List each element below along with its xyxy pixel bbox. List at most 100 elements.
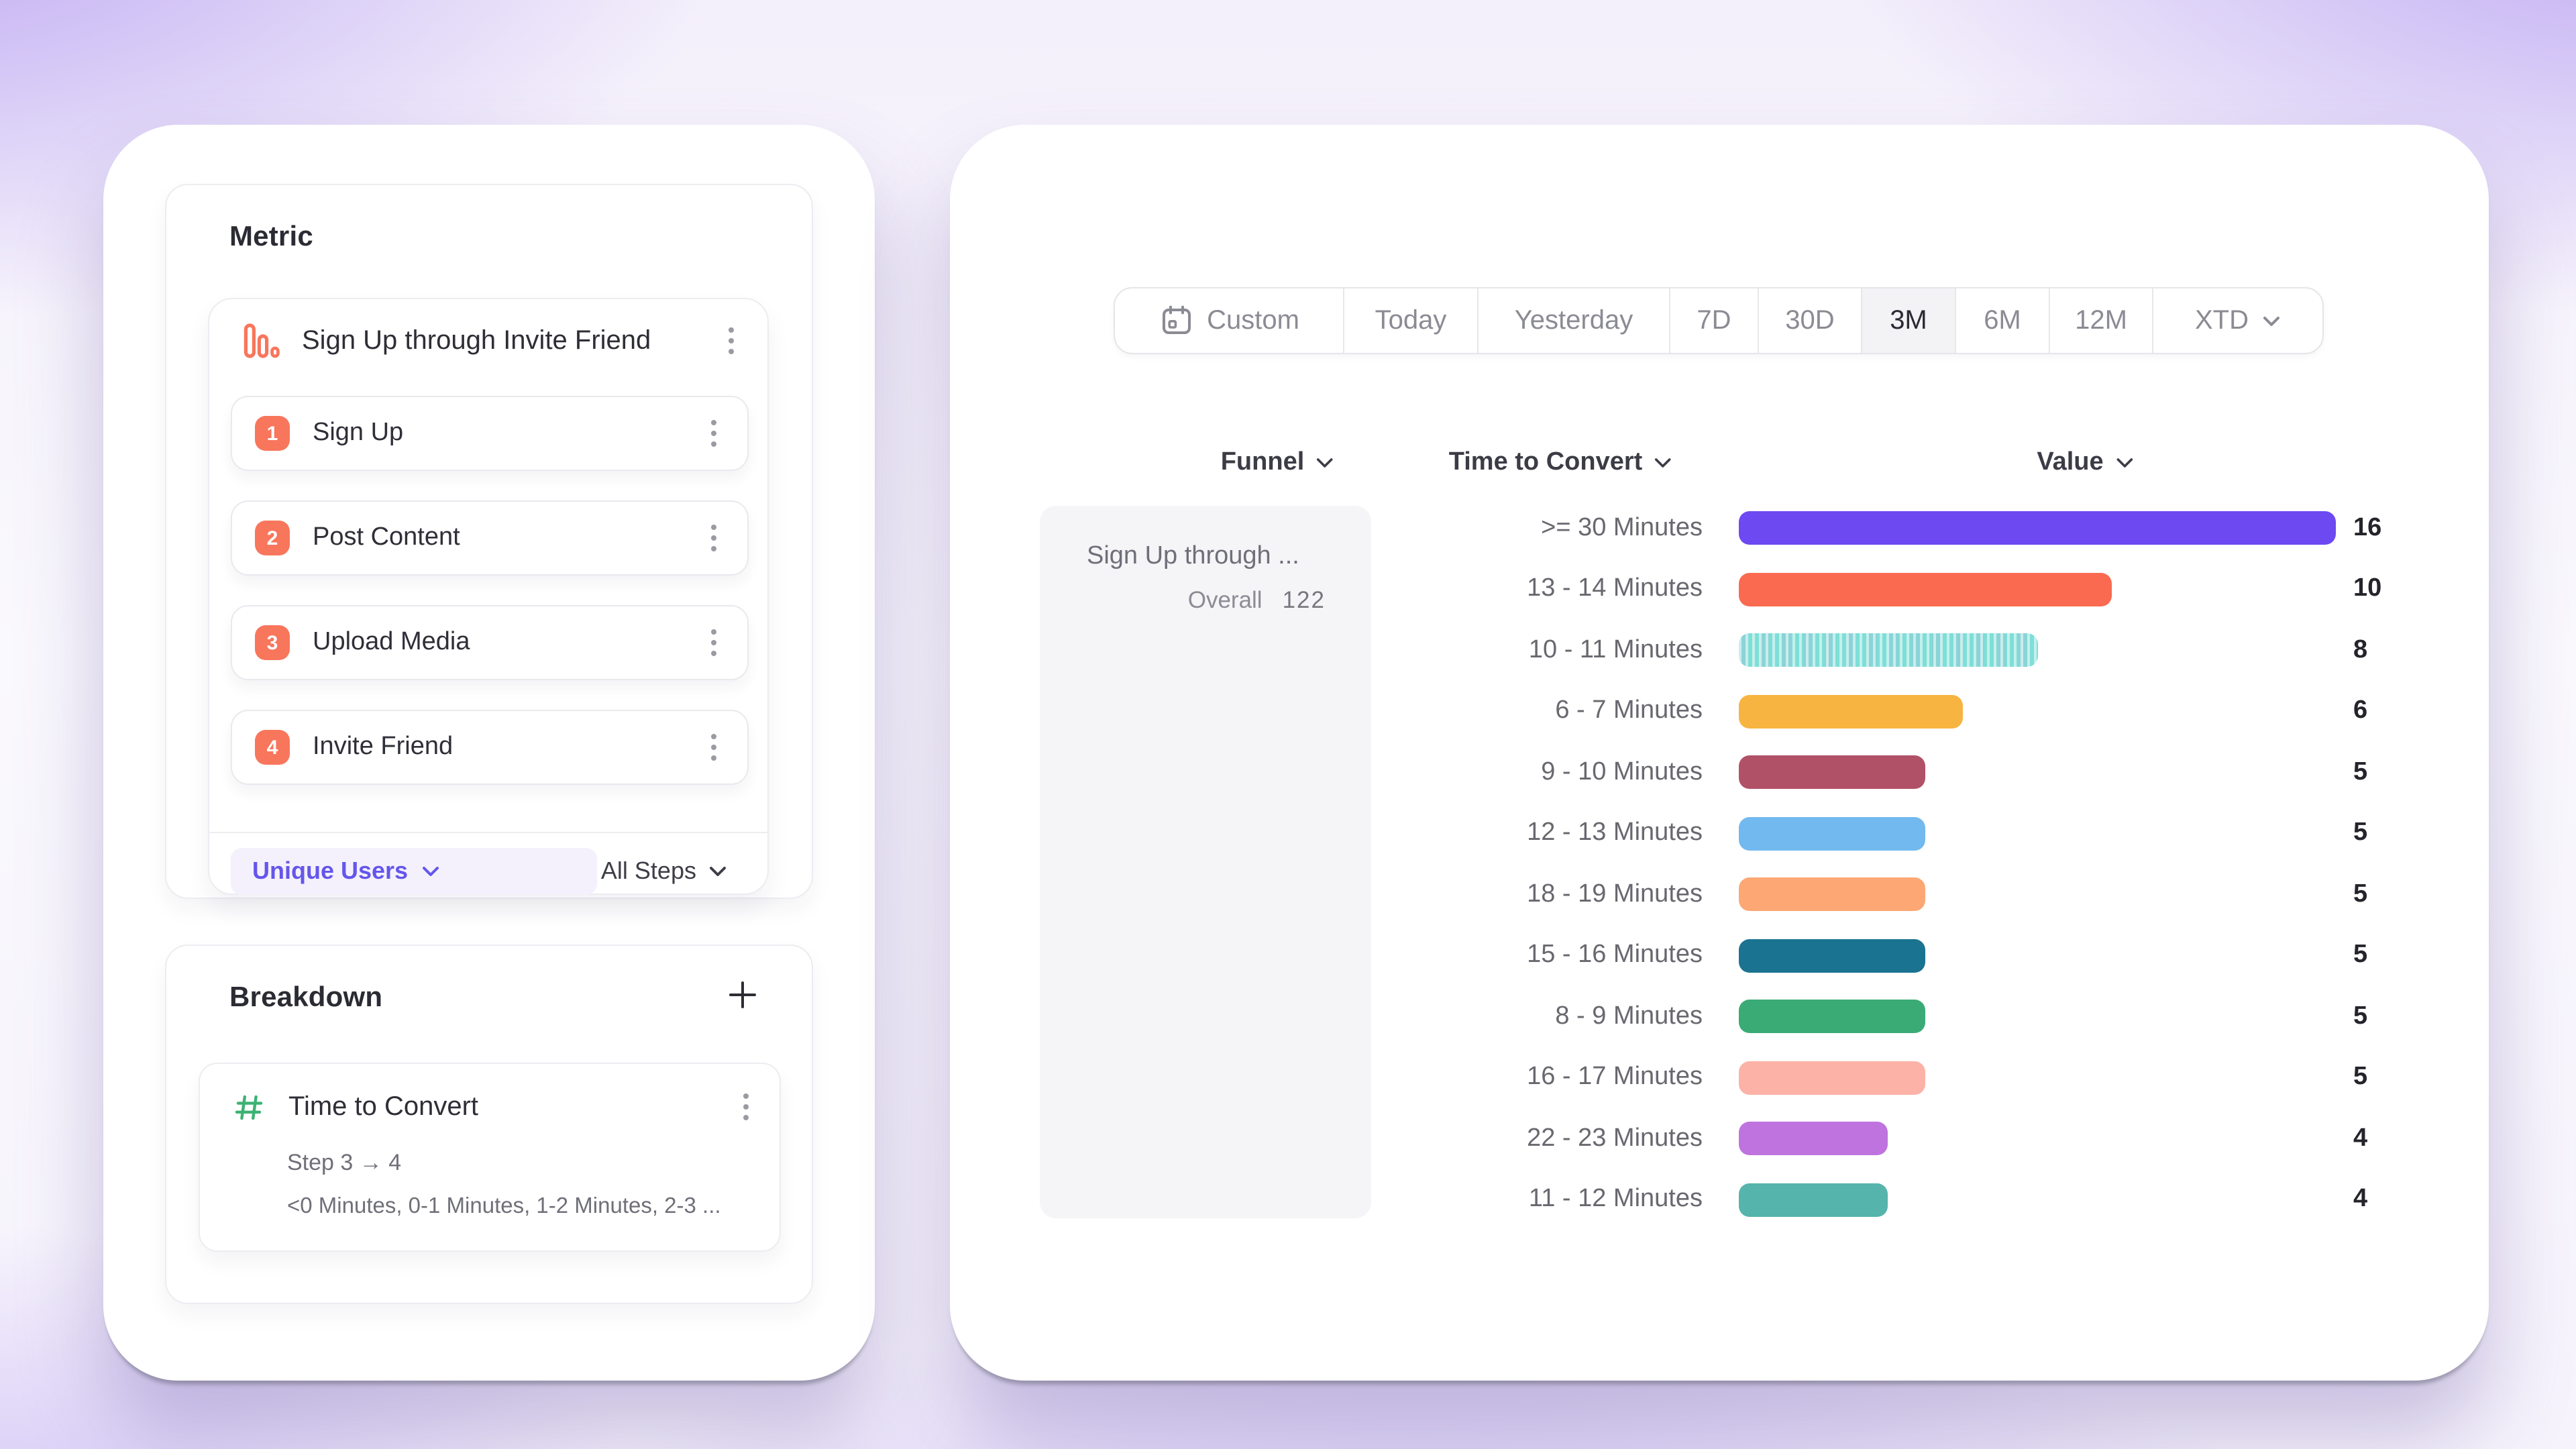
breakdown-step-range: Step 3 → 4 <box>287 1150 402 1175</box>
date-tab-label: Yesterday <box>1514 305 1633 335</box>
bar-track <box>1739 511 2336 545</box>
steps-filter-dropdown[interactable]: All Steps <box>601 857 727 885</box>
date-tab-custom[interactable]: Custom <box>1115 288 1343 353</box>
value-bar[interactable] <box>1739 694 1963 729</box>
breakdown-item[interactable]: Time to Convert Step 3 → 4 <0 Minutes, 0… <box>199 1063 781 1252</box>
metric-section: Metric Sign Up through Invite Friend 1 Si… <box>165 184 813 899</box>
value-bar[interactable] <box>1739 633 2038 667</box>
funnel-overall-row: Overall 122 <box>1087 586 1326 614</box>
breakdown-bar-row[interactable]: 16 - 17 Minutes 5 <box>1379 1047 2381 1108</box>
date-tab-yesterday[interactable]: Yesterday <box>1477 288 1669 353</box>
chevron-down-icon <box>2263 316 2279 325</box>
bar-track <box>1739 755 2336 790</box>
value-bar[interactable] <box>1739 1000 1925 1034</box>
breakdown-section: Breakdown Time to Convert Step 3 → 4 <box>165 945 813 1304</box>
step-label: Post Content <box>313 523 460 551</box>
bucket-label: 9 - 10 Minutes <box>1541 757 1703 786</box>
chevron-down-icon <box>1317 458 1334 468</box>
breakdown-bar-row[interactable]: >= 30 Minutes 16 <box>1379 498 2381 559</box>
calendar-icon <box>1162 305 1191 334</box>
date-tab-today[interactable]: Today <box>1343 288 1477 353</box>
breakdown-bar-row[interactable]: 6 - 7 Minutes 6 <box>1379 681 2381 742</box>
breakdown-bar-list: >= 30 Minutes 16 13 - 14 Minutes 10 10 - 11 … <box>1379 498 2381 1230</box>
bar-track <box>1739 1000 2336 1034</box>
value-bar[interactable] <box>1739 877 1925 912</box>
kebab-menu-icon[interactable] <box>702 412 726 455</box>
date-tab-label: 6M <box>1984 305 2021 335</box>
bar-track <box>1739 1122 2336 1156</box>
step-label: Upload Media <box>313 628 470 656</box>
value-bar[interactable] <box>1739 938 1925 973</box>
overall-value: 122 <box>1282 586 1326 613</box>
funnel-summary-cell[interactable]: Sign Up through ... Overall 122 <box>1040 506 1371 1218</box>
breakdown-bar-row[interactable]: 8 - 9 Minutes 5 <box>1379 986 2381 1047</box>
measurement-dropdown[interactable]: Unique Users <box>231 848 597 895</box>
date-tab-30d[interactable]: 30D <box>1758 288 1861 353</box>
breakdown-property-name: Time to Convert <box>288 1091 479 1121</box>
funnel-step-row[interactable]: 2 Post Content <box>231 500 749 576</box>
date-tab-3m[interactable]: 3M <box>1861 288 1955 353</box>
bar-track <box>1739 633 2336 667</box>
bucket-label: 15 - 16 Minutes <box>1527 941 1703 969</box>
bar-value: 10 <box>2353 574 2382 603</box>
breakdown-bar-row[interactable]: 10 - 11 Minutes 8 <box>1379 620 2381 681</box>
value-bar[interactable] <box>1739 1183 1888 1217</box>
bar-value: 16 <box>2353 513 2382 542</box>
date-tab-6m[interactable]: 6M <box>1955 288 2049 353</box>
funnel-metric-row[interactable]: Sign Up through Invite Friend <box>241 313 743 369</box>
divider <box>209 832 767 833</box>
breakdown-bar-row[interactable]: 9 - 10 Minutes 5 <box>1379 742 2381 803</box>
date-tab-label: 7D <box>1697 305 1731 335</box>
breakdown-bar-row[interactable]: 13 - 14 Minutes 10 <box>1379 559 2381 620</box>
breakdown-bar-row[interactable]: 18 - 19 Minutes 5 <box>1379 864 2381 925</box>
column-header-funnel[interactable]: Funnel <box>1221 448 1334 478</box>
value-bar[interactable] <box>1739 1122 1888 1156</box>
date-tab-7d[interactable]: 7D <box>1669 288 1758 353</box>
kebab-menu-icon[interactable] <box>719 319 743 362</box>
value-bar[interactable] <box>1739 816 1925 851</box>
report-panel: Custom Today Yesterday 7D 30D 3M 6M 12M XTD Funn… <box>950 125 2489 1381</box>
bar-value: 4 <box>2353 1185 2368 1214</box>
breakdown-bar-row[interactable]: 22 - 23 Minutes 4 <box>1379 1108 2381 1169</box>
funnel-steps-list: 1 Sign Up 2 Post Content 3 Upload Media 4 Invit… <box>231 396 749 814</box>
kebab-menu-icon[interactable] <box>702 621 726 664</box>
step-number-badge: 1 <box>255 416 290 451</box>
funnel-step-row[interactable]: 4 Invite Friend <box>231 710 749 785</box>
kebab-menu-icon[interactable] <box>734 1085 758 1128</box>
overall-label: Overall <box>1187 586 1263 613</box>
date-tab-12m[interactable]: 12M <box>2049 288 2152 353</box>
bucket-label: >= 30 Minutes <box>1541 513 1703 542</box>
kebab-menu-icon[interactable] <box>702 517 726 559</box>
breakdown-bar-row[interactable]: 12 - 13 Minutes 5 <box>1379 803 2381 864</box>
breakdown-buckets: <0 Minutes, 0-1 Minutes, 1-2 Minutes, 2-… <box>287 1194 721 1218</box>
value-bar[interactable] <box>1739 511 2336 545</box>
breakdown-bar-row[interactable]: 11 - 12 Minutes 4 <box>1379 1169 2381 1230</box>
funnel-metric-title: Sign Up through Invite Friend <box>302 325 651 355</box>
bucket-label: 13 - 14 Minutes <box>1527 574 1703 603</box>
value-bar[interactable] <box>1739 1061 1925 1095</box>
steps-filter-label: All Steps <box>600 857 696 884</box>
plus-icon <box>729 981 756 1008</box>
bucket-label: 22 - 23 Minutes <box>1527 1124 1703 1152</box>
step-label: Invite Friend <box>313 733 453 761</box>
add-breakdown-button[interactable] <box>727 979 758 1010</box>
kebab-menu-icon[interactable] <box>702 726 726 769</box>
chevron-down-icon <box>1655 458 1672 468</box>
bucket-label: 11 - 12 Minutes <box>1528 1185 1703 1214</box>
bar-track <box>1739 938 2336 973</box>
funnel-metric-icon <box>241 321 282 361</box>
column-header-time-to-convert[interactable]: Time to Convert <box>1449 448 1672 478</box>
breakdown-bar-row[interactable]: 15 - 16 Minutes 5 <box>1379 925 2381 986</box>
funnel-step-row[interactable]: 3 Upload Media <box>231 605 749 680</box>
column-header-value[interactable]: Value <box>2037 448 2133 478</box>
funnel-step-row[interactable]: 1 Sign Up <box>231 396 749 471</box>
date-tab-xtd[interactable]: XTD <box>2152 288 2322 353</box>
bar-track <box>1739 1183 2336 1217</box>
value-bar[interactable] <box>1739 755 1925 790</box>
step-label: Sign Up <box>313 419 404 447</box>
step-number-badge: 4 <box>255 730 290 765</box>
step-number-badge: 3 <box>255 625 290 660</box>
bar-value: 5 <box>2353 941 2368 969</box>
value-bar[interactable] <box>1739 572 2112 606</box>
bar-track <box>1739 572 2336 606</box>
